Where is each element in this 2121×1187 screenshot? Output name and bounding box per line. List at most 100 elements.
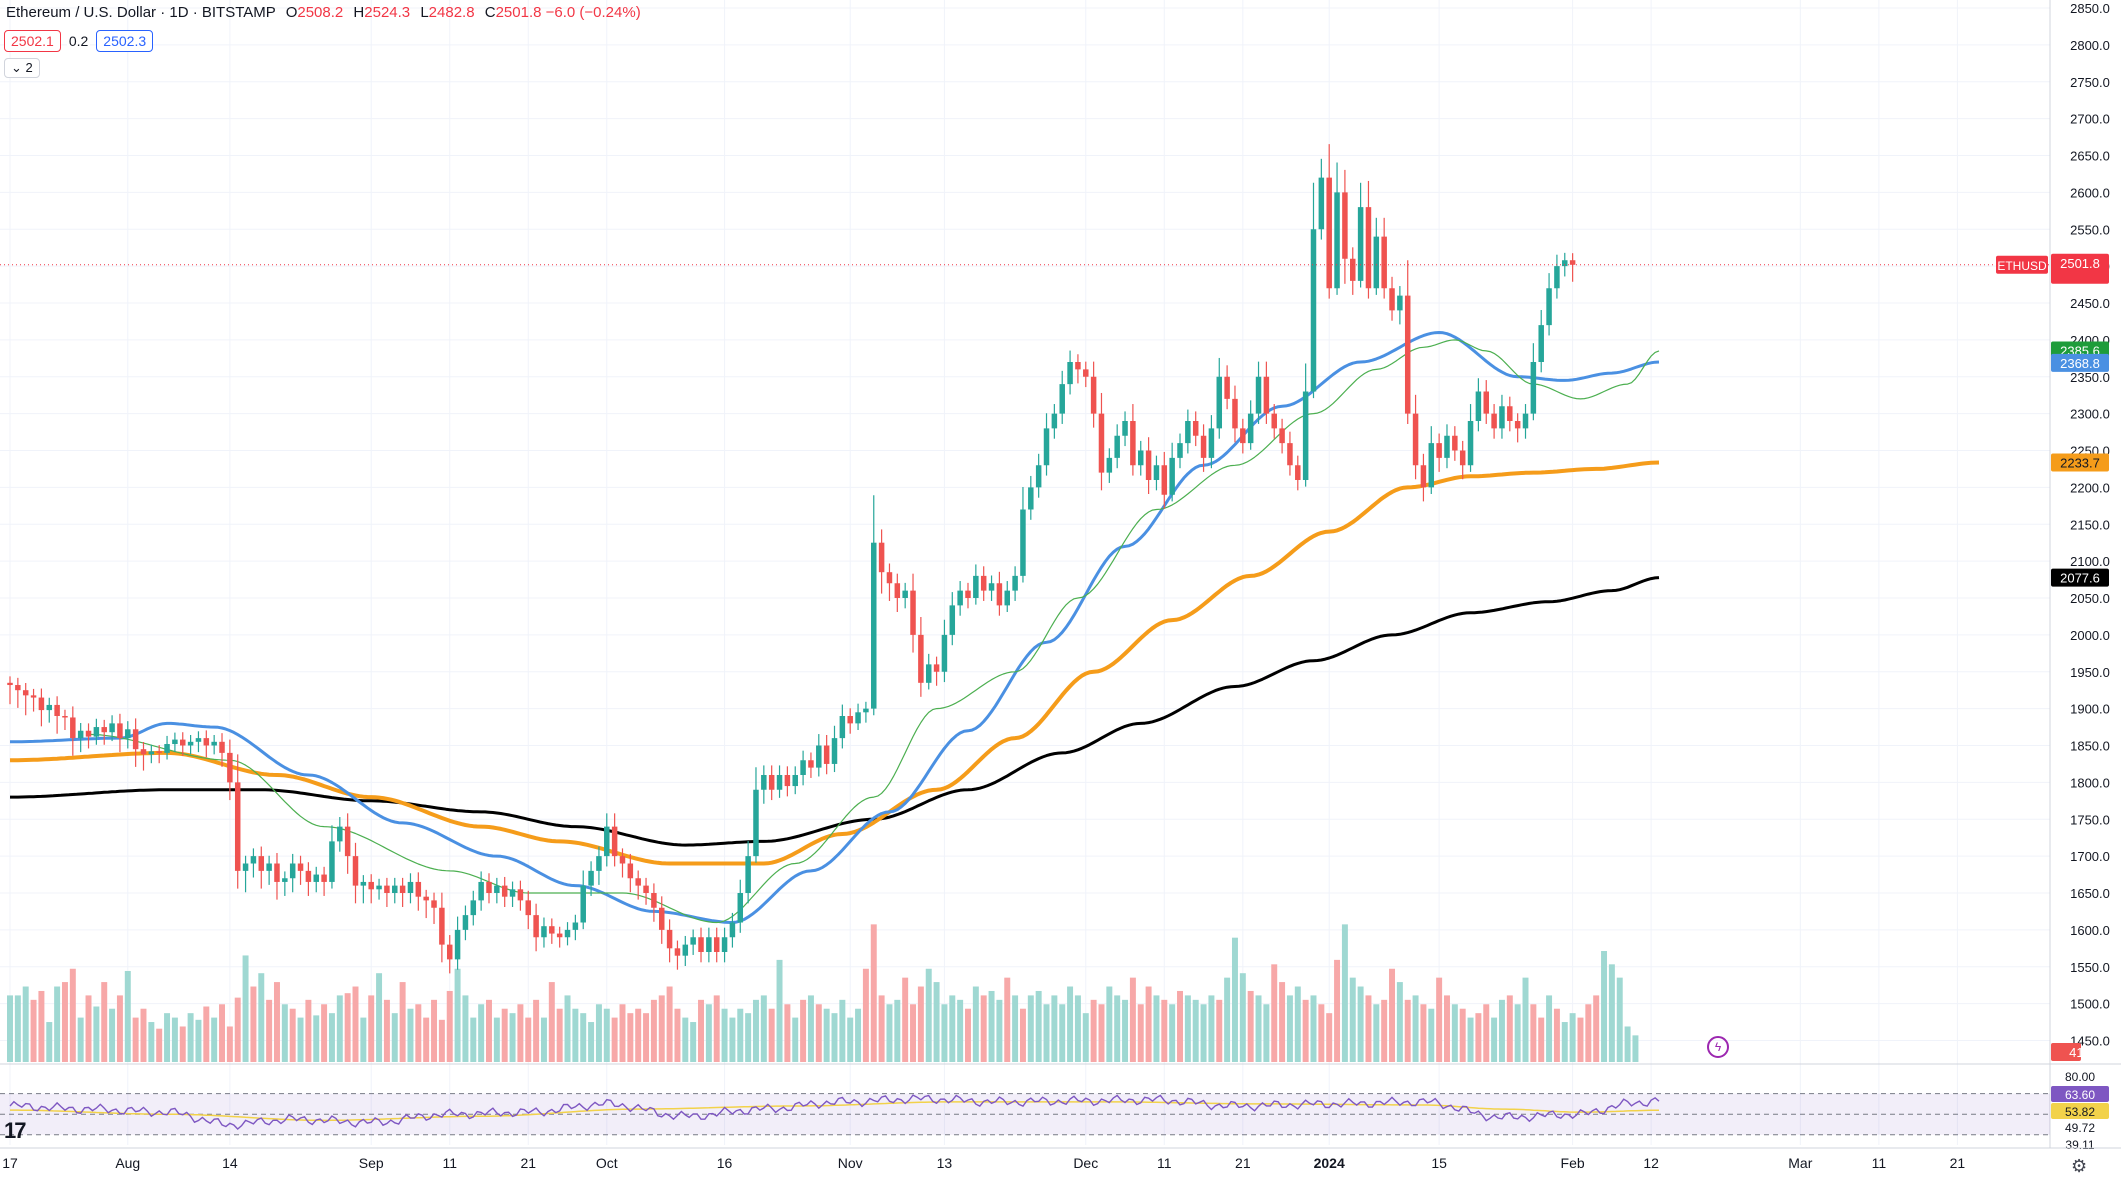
gear-icon[interactable]: ⚙ <box>2071 1156 2088 1176</box>
time-tick-label: 21 <box>1950 1155 1966 1171</box>
candle-body <box>902 590 908 598</box>
candle-body <box>446 944 453 960</box>
volume-bar <box>957 999 964 1062</box>
grid <box>0 0 2050 1145</box>
volume-bar <box>737 1008 744 1062</box>
volume-bar <box>1451 1004 1458 1062</box>
price-tick-label: 2300.0 <box>2070 407 2110 422</box>
volume-bar <box>391 1013 398 1062</box>
candle-body <box>1302 391 1309 480</box>
candle-body <box>30 695 37 698</box>
candle-body <box>737 893 744 923</box>
candle-body <box>1397 295 1403 311</box>
volume-bar <box>1059 1004 1066 1062</box>
candle-body <box>1090 376 1097 414</box>
candle-body <box>187 741 194 746</box>
candle-body <box>501 885 508 897</box>
candle-body <box>337 826 343 842</box>
sell-price-button[interactable]: 2502.1 <box>4 30 61 52</box>
price-tick-label: 2000.0 <box>2070 628 2110 643</box>
price-tick-label: 1650.0 <box>2070 886 2110 901</box>
buy-price-button[interactable]: 2502.3 <box>96 30 154 52</box>
volume-bar <box>815 1004 822 1062</box>
candle-body <box>1067 362 1073 385</box>
volume-bar <box>383 999 390 1062</box>
candle-body <box>1192 421 1199 436</box>
volume-bar <box>847 1017 854 1062</box>
volume-bar <box>1098 1004 1105 1062</box>
close-label: C <box>484 4 496 21</box>
candle-body <box>713 937 720 952</box>
volume-bar <box>1593 995 1600 1062</box>
candle-body <box>1028 487 1034 510</box>
tradingview-logo-icon[interactable]: 17 <box>4 1118 27 1143</box>
symbol-title[interactable]: Ethereum / U.S. Dollar · 1D · BITSTAMP <box>6 4 276 21</box>
price-tick-label: 2850.0 <box>2070 1 2110 16</box>
volume-bar <box>1608 964 1615 1062</box>
volume-bar <box>1043 1004 1050 1062</box>
volume-bar <box>1357 986 1364 1062</box>
candle-body <box>808 760 814 768</box>
indicators-toggle-button[interactable]: ⌄ 2 <box>4 58 40 78</box>
price-tick-label: 2700.0 <box>2070 112 2110 127</box>
candle-body <box>855 712 861 724</box>
candle-body <box>439 907 445 945</box>
candle-body <box>745 856 751 893</box>
time-tick-label: 21 <box>520 1155 536 1171</box>
candle-body <box>1412 413 1419 466</box>
symbol-legend: Ethereum / U.S. Dollar · 1D · BITSTAMP O… <box>6 4 641 21</box>
volume-bar <box>627 1013 634 1062</box>
candle-body <box>965 590 971 598</box>
candle-body <box>1224 376 1230 399</box>
time-tick-label: Dec <box>1073 1155 1098 1171</box>
candle-body <box>1169 457 1175 495</box>
close-price-tag: 2501.8 <box>2051 253 2109 284</box>
volume-bar <box>564 995 571 1062</box>
time-tick-label: 21 <box>1235 1155 1251 1171</box>
candle-body <box>988 583 995 591</box>
candle-body <box>627 863 634 879</box>
volume-bar <box>894 999 901 1062</box>
volume-bar <box>1444 995 1450 1062</box>
ma200-line <box>10 576 1660 847</box>
price-tick-label: 1600.0 <box>2070 923 2110 938</box>
candle-body <box>816 745 822 768</box>
price-tick-label: 1900.0 <box>2070 702 2110 717</box>
candle-body <box>580 885 586 923</box>
candle-body <box>643 885 649 893</box>
volume-bar <box>902 977 909 1062</box>
volume-bar <box>855 1008 862 1062</box>
flash-icon[interactable]: ϟ <box>1707 1036 1729 1058</box>
candle-body <box>38 697 45 711</box>
volume-bar <box>1294 986 1301 1062</box>
volume-bar <box>179 1026 186 1062</box>
volume-bar <box>1616 977 1623 1062</box>
volume-bar <box>171 1017 178 1062</box>
candle-body <box>871 542 877 709</box>
candle-body <box>125 729 131 739</box>
volume-bar <box>431 999 438 1062</box>
volume-bar <box>509 1013 516 1062</box>
candle-body <box>666 929 673 949</box>
volume-bar <box>148 1022 155 1062</box>
candle-body <box>274 863 280 882</box>
volume-bar <box>588 1022 595 1062</box>
volume-bar <box>595 1004 602 1062</box>
candle-body <box>698 937 704 952</box>
candle-body <box>682 944 689 956</box>
candle-body <box>242 863 249 871</box>
candle-body <box>1153 465 1160 480</box>
candle-body <box>996 583 1003 606</box>
candle-body <box>1137 450 1144 466</box>
volume-bar <box>1467 1017 1474 1062</box>
low-value: 2482.8 <box>428 4 475 21</box>
volume-bar <box>69 968 76 1062</box>
volume-bar <box>713 995 720 1062</box>
volume-bar <box>1459 1008 1466 1062</box>
candle-body <box>658 907 665 930</box>
volume-bar <box>619 1004 626 1062</box>
candle-body <box>494 885 500 893</box>
candle-body <box>431 900 437 908</box>
